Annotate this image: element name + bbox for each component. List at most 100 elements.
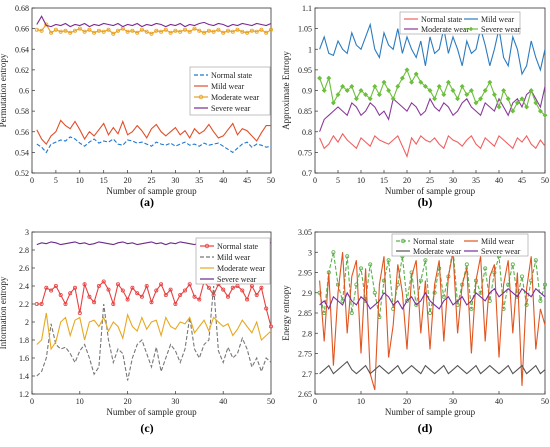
series-line	[36, 23, 272, 35]
data-point	[135, 291, 140, 296]
data-point	[139, 294, 144, 299]
legend-label: Moderate wear	[211, 93, 260, 102]
x-tick-label: 0	[313, 176, 317, 185]
data-point	[192, 26, 197, 31]
y-tick-label: 1.05	[298, 25, 312, 34]
x-tick-label: 5	[336, 176, 340, 185]
chart-panel-b: 0.7 0.75 0.8 0.85 0.9 0.95 1 1.05 1.1 0 5 10 15 20 25 3…	[281, 4, 549, 209]
series-line	[319, 360, 546, 375]
data-point	[413, 71, 419, 77]
data-point	[543, 282, 548, 287]
data-point	[317, 75, 323, 81]
data-point	[82, 282, 87, 287]
series-line	[319, 287, 546, 311]
data-point	[249, 28, 254, 33]
data-point	[225, 28, 230, 33]
series-mild-wear	[319, 252, 546, 391]
legend-marker	[204, 243, 210, 249]
data-point	[404, 298, 409, 303]
data-point	[192, 294, 197, 299]
y-tick-label: 0.58	[15, 107, 29, 116]
data-point	[206, 285, 211, 290]
x-tick-label: 15	[100, 176, 108, 185]
data-point	[381, 79, 387, 85]
data-point	[240, 288, 245, 293]
y-tick-label: 2.7	[302, 370, 312, 379]
x-tick-label: 50	[267, 176, 275, 185]
data-point	[441, 294, 446, 299]
x-tick-label: 10	[357, 397, 365, 406]
x-tick-label: 0	[313, 397, 317, 406]
y-tick-label: 2.8	[302, 329, 312, 338]
data-point	[372, 290, 377, 295]
legend-marker	[198, 94, 204, 100]
data-point	[73, 285, 78, 290]
chart-panel-a: 0.52 0.54 0.56 0.58 0.6 0.62 0.64 0.66 0.68 0 5 10 1…	[0, 4, 275, 209]
series-line	[36, 119, 271, 146]
x-axis-label: Number of sample group	[106, 407, 197, 417]
data-point	[221, 287, 226, 292]
legend: Normal state Mild wear Moderate wear Severe…	[391, 233, 529, 257]
data-point	[230, 29, 235, 34]
data-point	[173, 301, 178, 306]
series-line	[36, 280, 272, 327]
legend-marker	[400, 238, 406, 244]
data-point	[125, 29, 130, 34]
series-moderate-wear	[36, 312, 272, 351]
y-tick-label: 2.6	[19, 264, 29, 273]
data-point	[34, 301, 39, 306]
x-tick-label: 0	[30, 176, 34, 185]
series-line	[36, 136, 272, 154]
data-point	[414, 302, 419, 307]
data-point	[436, 83, 442, 89]
x-tick-label: 20	[124, 176, 132, 185]
data-point	[245, 297, 250, 302]
series-normal-state	[317, 246, 548, 320]
x-tick-label: 25	[426, 176, 434, 185]
data-point	[87, 27, 92, 32]
legend-label: Severe wear	[481, 25, 521, 34]
data-point	[77, 26, 82, 31]
data-point	[44, 22, 49, 27]
data-point	[96, 283, 101, 288]
data-point	[459, 83, 465, 89]
x-tick-label: 5	[54, 176, 58, 185]
data-point	[39, 28, 44, 33]
legend-box	[391, 233, 529, 257]
data-point	[264, 30, 269, 35]
data-point	[34, 27, 39, 32]
x-tick-label: 45	[243, 176, 251, 185]
y-axis-label: Approximate Entropy	[281, 51, 291, 130]
data-point	[259, 285, 264, 290]
legend-label: Normal state	[217, 242, 259, 251]
y-tick-label: 2.2	[19, 300, 29, 309]
data-point	[125, 297, 130, 302]
series-mild-wear	[36, 285, 272, 381]
data-point	[58, 29, 63, 34]
y-tick-label: 1.8	[19, 336, 29, 345]
data-point	[501, 87, 507, 94]
data-point	[259, 27, 264, 32]
data-point	[538, 298, 543, 303]
data-point	[344, 87, 350, 94]
data-point	[92, 300, 97, 305]
data-point	[182, 288, 187, 293]
y-tick-label: 2.75	[298, 350, 312, 359]
data-point	[505, 96, 511, 102]
y-tick-label: 0.8	[302, 128, 312, 137]
legend-label: Mild wear	[481, 15, 514, 24]
data-point	[464, 262, 469, 267]
x-tick-label: 30	[171, 176, 179, 185]
data-point	[317, 290, 322, 295]
y-tick-label: 1.2	[19, 390, 29, 399]
series-line	[36, 15, 272, 28]
series-line	[319, 252, 546, 391]
x-tick-label: 45	[518, 176, 526, 185]
legend-label: Mild wear	[211, 82, 244, 91]
data-point	[82, 29, 87, 34]
data-point	[468, 87, 474, 94]
data-point	[101, 29, 106, 34]
data-point	[68, 291, 73, 296]
data-point	[144, 283, 149, 288]
data-point	[524, 104, 530, 110]
